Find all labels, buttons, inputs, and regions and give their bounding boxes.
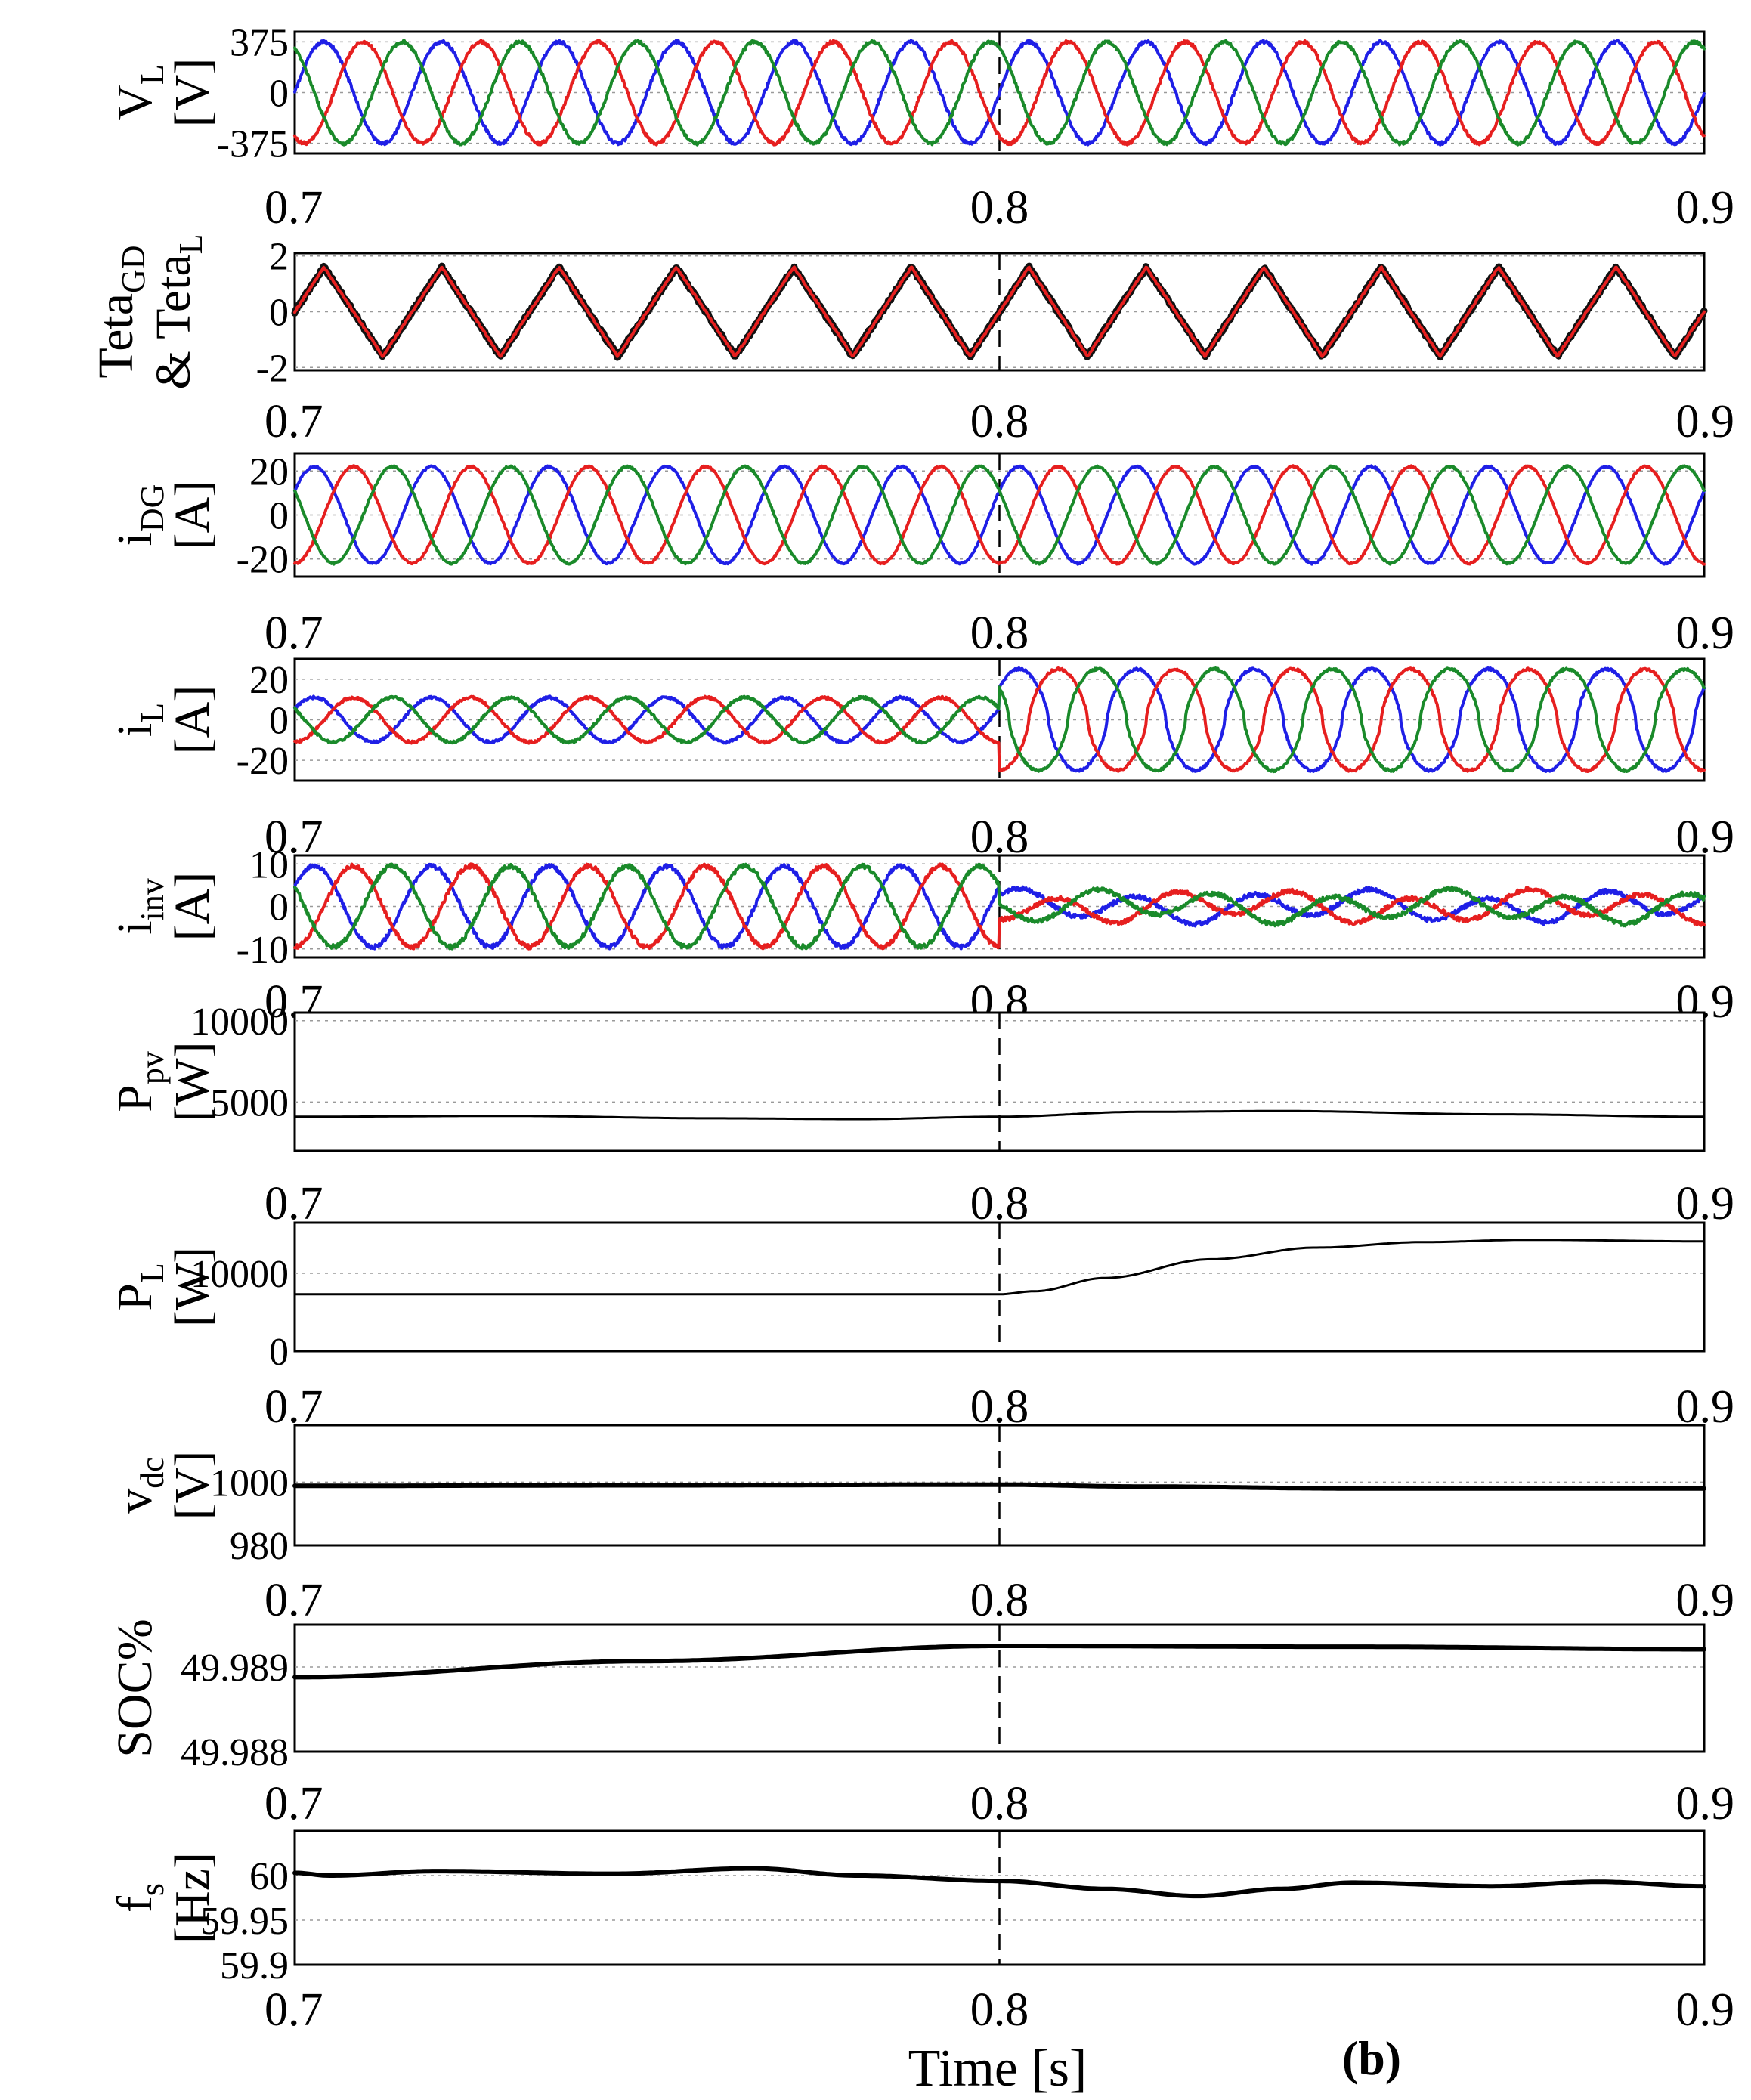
x-tick-label: 0.7 xyxy=(265,182,323,234)
y-tick-label: 49.988 xyxy=(181,1731,289,1774)
y-tick-label: 0 xyxy=(269,700,289,743)
x-tick-label: 0.9 xyxy=(1676,182,1735,234)
x-tick-label: 0.7 xyxy=(265,1575,323,1626)
series-line-1 xyxy=(293,39,1706,147)
series-line-1 xyxy=(292,1482,1706,1491)
x-tick-label: 0.8 xyxy=(970,1575,1029,1626)
y-axis-label: vdc[V] xyxy=(107,1451,220,1520)
x-tick-label: 0.8 xyxy=(970,608,1029,659)
series-line-1 xyxy=(292,1866,1706,1899)
series-line-3 xyxy=(293,666,1706,774)
x-tick-label: 0.7 xyxy=(265,1984,323,2036)
x-tick-label: 0.8 xyxy=(970,1778,1029,1829)
x-tick-label: 0.7 xyxy=(265,1178,323,1229)
y-tick-label: -375 xyxy=(217,123,289,166)
y-axis-label: iDG[A] xyxy=(107,481,220,550)
series-line-1 xyxy=(292,1644,1706,1680)
chart-panel-4: 200-200.7 0.8 0.9iL[A] xyxy=(107,657,1734,863)
chart-panel-3: 200-20 0.7 0.8 0.9 iDG[A] xyxy=(107,450,1734,659)
series-line-3 xyxy=(293,39,1706,147)
x-tick-label: 0.8 xyxy=(970,1984,1029,2036)
y-tick-label: -2 xyxy=(256,347,289,390)
x-axis-label: Time [s] xyxy=(908,2040,1087,2098)
series-line-1 xyxy=(293,1109,1706,1121)
x-tick-label: 0.9 xyxy=(1676,1778,1735,1829)
series-line-2 xyxy=(293,666,1706,773)
x-tick-label: 0.8 xyxy=(970,182,1029,234)
x-tick-label: 0.8 xyxy=(970,1178,1029,1229)
x-tick-label: 0.8 xyxy=(970,396,1029,447)
y-tick-label: 980 xyxy=(230,1525,289,1568)
y-tick-label: 5000 xyxy=(210,1081,289,1124)
y-axis-label: SOC% xyxy=(107,1619,162,1757)
y-axis-label: iinv[A] xyxy=(107,872,220,942)
y-axis-label: TetaGD& TetaL xyxy=(88,234,209,389)
y-tick-label: 375 xyxy=(230,21,289,64)
y-tick-label: 59.9 xyxy=(220,1944,289,1987)
y-tick-label: 10000 xyxy=(190,1001,289,1044)
x-tick-label: 0.7 xyxy=(265,396,323,447)
y-axis-label: Ppv[W] xyxy=(107,1041,220,1121)
series-line-1 xyxy=(293,1239,1706,1296)
y-tick-label: 0 xyxy=(269,292,289,335)
y-tick-label: 2 xyxy=(269,236,289,279)
chart-panel-1: 375 0 -375 0.7 0.8 0.9 VL[V] xyxy=(107,21,1734,234)
y-tick-label: 10 xyxy=(249,843,289,886)
y-tick-label: 0 xyxy=(269,886,289,929)
y-tick-label: -10 xyxy=(237,929,289,972)
y-tick-label: 1000 xyxy=(210,1461,289,1505)
y-tick-label: 0 xyxy=(269,1331,289,1374)
y-tick-label: 49.989 xyxy=(181,1647,289,1690)
y-tick-label: 10000 xyxy=(190,1253,289,1296)
x-tick-label: 0.9 xyxy=(1676,1178,1735,1229)
series-line-3 xyxy=(293,862,1706,951)
y-tick-label: 0 xyxy=(269,73,289,116)
series-line-2 xyxy=(293,265,1706,358)
series-line-3 xyxy=(293,464,1706,566)
chart-panel-8: 1000 980 0.7 0.8 0.9 vdc[V] xyxy=(107,1424,1735,1626)
y-axis-label: fs[Hz] xyxy=(107,1852,220,1944)
chart-panel-6: 10000 5000 0.7 0.8 0.9 Ppv[W] xyxy=(107,1001,1734,1229)
series-line-2 xyxy=(293,464,1706,566)
series-line-2 xyxy=(293,39,1706,147)
y-tick-label: 20 xyxy=(249,659,289,702)
x-tick-label: 0.9 xyxy=(1676,608,1735,659)
chart-panel-2: 2 0 -2 0.7 0.8 0.9 TetaGD& TetaL xyxy=(88,234,1734,447)
y-axis-label: VL[V] xyxy=(107,58,220,128)
y-tick-label: 60 xyxy=(249,1855,289,1898)
y-tick-label: -20 xyxy=(237,539,289,582)
x-tick-label: 0.7 xyxy=(265,1778,323,1829)
panel-label: (b) xyxy=(1342,2031,1401,2085)
y-tick-label: 0 xyxy=(269,495,289,538)
y-axis-label: iL[A] xyxy=(107,685,220,755)
y-axis-label: PL[W] xyxy=(107,1247,220,1327)
x-tick-label: 0.9 xyxy=(1676,396,1735,447)
y-tick-label: 59.95 xyxy=(200,1900,289,1943)
y-tick-label: 20 xyxy=(249,450,289,493)
x-tick-label: 0.9 xyxy=(1676,1575,1735,1626)
x-tick-label: 0.7 xyxy=(265,608,323,659)
y-tick-label: -20 xyxy=(237,740,289,783)
series-line-2 xyxy=(293,862,1706,951)
x-tick-label: 0.9 xyxy=(1676,1984,1735,2036)
